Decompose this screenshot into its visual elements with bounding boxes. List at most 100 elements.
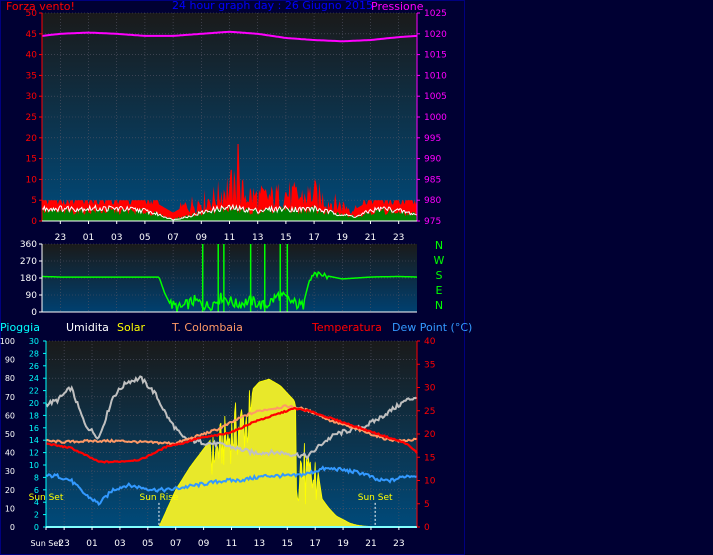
wind-y-axis: 0 5 10 15 20 25 30 35 40 45 50 <box>26 9 43 227</box>
temp-y-tick: 30 <box>424 384 436 394</box>
wind-y-tick: 35 <box>26 71 37 81</box>
wind-y-tick: 30 <box>26 92 38 102</box>
pressure-y-tick: 1010 <box>424 71 447 81</box>
temp-y-tick: 5 <box>424 500 430 510</box>
wind-y-tick: 0 <box>31 217 37 227</box>
rain-y-tick: 40 <box>5 449 15 458</box>
temp-y-axis: 0 5 10 15 20 25 30 35 40 <box>416 337 436 533</box>
direction-series <box>42 244 418 313</box>
wind-y-tick: 10 <box>26 175 38 185</box>
humidity-y-tick: 14 <box>29 436 39 445</box>
humidity-y-tick: 2 <box>34 511 39 520</box>
sun-marker-label: Sun Rise <box>139 493 178 503</box>
wind-gust-line <box>41 203 418 221</box>
pressure-series <box>41 30 418 43</box>
pressure-y-tick: 1000 <box>424 113 447 123</box>
humidity-y-tick: 8 <box>34 473 39 482</box>
wind-y-tick: 50 <box>26 9 38 19</box>
humidity-y-tick: 4 <box>34 498 39 507</box>
wind-y-tick: 40 <box>26 51 38 61</box>
temperature-x-tick: 17 <box>309 539 320 549</box>
wind-label: Forza vento! <box>6 0 75 13</box>
wind-y-tick: 5 <box>31 196 37 206</box>
rain-y-tick: 20 <box>5 486 15 495</box>
pressure-y-tick: 1025 <box>424 9 447 19</box>
humidity-y-tick: 20 <box>29 399 39 408</box>
wind-x-tick: 13 <box>252 233 263 243</box>
pressure-y-tick: 995 <box>424 134 441 144</box>
rain-y-tick: 10 <box>5 504 15 513</box>
legend-temperatura: Temperatura <box>311 321 382 334</box>
rain-y-tick: 100 <box>0 337 15 346</box>
direction-y-tick: 270 <box>20 257 37 267</box>
legend-solar: Solar <box>117 321 146 334</box>
direction-y-tick: 180 <box>20 274 37 284</box>
wind-grid <box>42 12 417 222</box>
direction-y-tick: 0 <box>31 308 37 318</box>
rain-y-tick: 90 <box>5 356 15 365</box>
compass-s: S <box>436 269 443 282</box>
temperature-panel: Sun Set Sun Rise Sun Set 01020304050607080… <box>0 321 472 549</box>
temperature-x-tick: 23 <box>58 539 69 549</box>
wind-x-tick: 07 <box>167 233 178 243</box>
wind-max-area <box>42 144 417 221</box>
temperature-x-tick: 03 <box>114 539 125 549</box>
wind-x-axis: 23 01 03 05 07 09 11 13 15 17 19 21 23 <box>42 220 417 243</box>
temp-y-tick: 35 <box>424 360 435 370</box>
humidity-y-tick: 26 <box>29 362 39 371</box>
wind-x-tick: 23 <box>393 233 404 243</box>
rain-y-tick: 0 <box>10 523 15 532</box>
humidity-y-tick: 28 <box>29 349 39 358</box>
pressure-label: Pressione <box>371 0 424 13</box>
wind-series <box>41 144 418 221</box>
humidity-y-tick: 18 <box>29 411 39 420</box>
temperature-x-tick: 23 <box>393 539 404 549</box>
wind-x-tick: 21 <box>365 233 376 243</box>
wind-x-tick: 09 <box>196 233 208 243</box>
wind-y-tick: 15 <box>26 155 37 165</box>
temperature-line <box>45 406 418 464</box>
rain-y-tick: 70 <box>5 393 15 402</box>
pressure-y-tick: 975 <box>424 217 441 227</box>
temp-y-tick: 15 <box>424 453 435 463</box>
rain-y-tick: 60 <box>5 411 15 420</box>
pressure-y-tick: 1015 <box>424 51 447 61</box>
pressure-y-tick: 990 <box>424 155 441 165</box>
humidity-y-tick: 24 <box>29 374 39 383</box>
direction-line <box>42 270 418 313</box>
sun-marker-label: Sun Set <box>358 493 393 503</box>
pressure-y-axis: 975 980 985 990 995 1000 1005 1010 1015 1020 1025 <box>416 9 447 227</box>
humidity-y-tick: 30 <box>29 337 39 346</box>
pressure-y-tick: 1005 <box>424 92 447 102</box>
pressure-y-tick: 980 <box>424 196 441 206</box>
rain-y-axis: 0 10 20 30 40 50 60 70 80 90 100 <box>0 337 15 532</box>
humidity-y-tick: 10 <box>29 461 39 470</box>
wind-x-tick: 11 <box>224 233 235 243</box>
temperature-x-tick: 19 <box>337 539 349 549</box>
wind-x-tick: 01 <box>83 233 94 243</box>
temp-y-tick: 10 <box>424 477 436 487</box>
legend-t-colombaia: T. Colombaia <box>171 321 243 334</box>
temperature-x-tick: 21 <box>365 539 376 549</box>
legend-pioggia: Pioggia <box>0 321 40 334</box>
wind-x-tick: 15 <box>280 233 291 243</box>
wind-x-tick: 23 <box>55 233 66 243</box>
legend-dew-point: Dew Point (°C) <box>392 321 472 334</box>
humidity-y-tick: 22 <box>29 387 39 396</box>
humidity-y-tick: 12 <box>29 449 39 458</box>
compass-n: N <box>435 299 443 312</box>
wind-y-tick: 25 <box>26 113 37 123</box>
humidity-y-tick: 16 <box>29 424 39 433</box>
temp-y-tick: 0 <box>424 523 430 533</box>
compass-e: E <box>436 284 443 297</box>
temp-y-tick: 40 <box>424 337 436 347</box>
humidity-y-tick: 0 <box>34 523 39 532</box>
temperature-x-tick: 15 <box>282 539 293 549</box>
pressure-y-tick: 985 <box>424 175 441 185</box>
temperature-x-tick: 05 <box>142 539 153 549</box>
wind-y-tick: 20 <box>26 134 38 144</box>
